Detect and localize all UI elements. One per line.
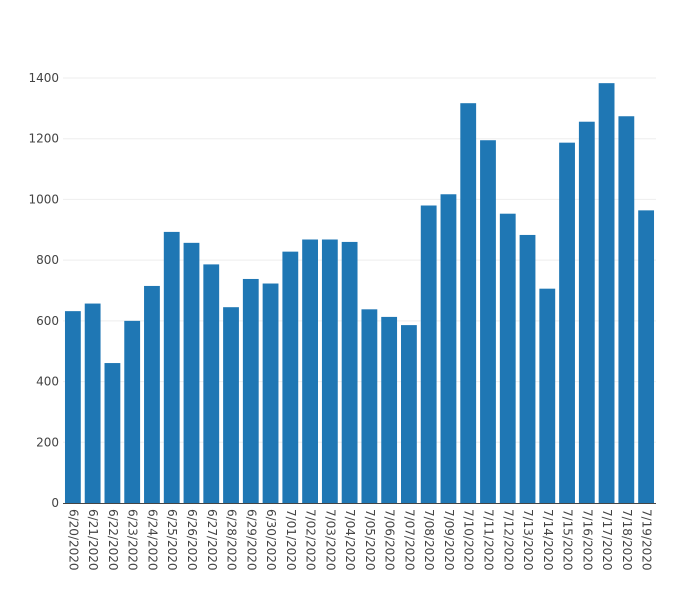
bar — [401, 325, 417, 503]
bar — [480, 140, 496, 503]
x-tick-label: 7/15/2020 — [561, 509, 575, 571]
y-tick-label: 0 — [51, 496, 59, 510]
bar — [539, 288, 556, 503]
y-tick-label: 800 — [36, 253, 59, 267]
x-tick-label: 7/11/2020 — [481, 509, 495, 571]
x-tick-label: 7/18/2020 — [620, 509, 634, 571]
bar — [460, 103, 477, 504]
gridlines — [63, 77, 656, 443]
x-tick-label: 7/16/2020 — [580, 509, 594, 571]
x-tick-label: 7/10/2020 — [462, 509, 476, 571]
y-tick-label: 1000 — [28, 192, 59, 206]
x-tick-label: 6/25/2020 — [165, 509, 179, 571]
bar — [223, 307, 239, 503]
bar — [440, 194, 457, 503]
x-tick-label: 6/24/2020 — [145, 509, 159, 571]
bar — [559, 142, 575, 504]
bar — [203, 264, 220, 503]
bar — [499, 213, 516, 504]
x-tick-label: 6/26/2020 — [185, 509, 199, 571]
x-tick-label: 7/13/2020 — [521, 509, 535, 571]
bar — [104, 363, 121, 503]
bars — [64, 83, 655, 504]
bar — [262, 283, 279, 503]
x-tick-label: 7/05/2020 — [363, 509, 377, 571]
y-tick-label: 600 — [36, 314, 59, 328]
bar — [124, 320, 141, 503]
x-tick-label: 6/23/2020 — [126, 509, 140, 571]
x-tick-label: 7/17/2020 — [600, 509, 614, 571]
x-tick-label: 7/07/2020 — [402, 509, 416, 571]
y-tick-labels: 0 200 400 600 800 1000 1200 1400 — [28, 71, 59, 510]
y-tick-label: 1200 — [28, 132, 59, 146]
bar — [618, 116, 635, 503]
x-tick-label: 7/03/2020 — [323, 509, 337, 571]
y-tick-label: 1400 — [28, 71, 59, 85]
x-tick-label: 7/06/2020 — [383, 509, 397, 571]
x-tick-label: 7/12/2020 — [501, 509, 515, 571]
x-tick-label: 6/27/2020 — [205, 509, 219, 571]
bar — [361, 309, 378, 503]
bar — [341, 241, 358, 503]
x-tick-label: 7/01/2020 — [284, 509, 298, 571]
bar — [302, 239, 318, 503]
x-tick-label: 7/09/2020 — [442, 509, 456, 571]
x-tick-label: 6/28/2020 — [225, 509, 239, 571]
bar — [578, 121, 595, 503]
x-tick-label: 6/29/2020 — [244, 509, 258, 571]
bar — [242, 278, 259, 503]
bar — [282, 251, 299, 503]
x-tick-label: 7/14/2020 — [541, 509, 555, 571]
bar — [381, 316, 398, 503]
bar — [84, 303, 101, 503]
x-tick-label: 6/30/2020 — [264, 509, 278, 571]
bar — [64, 311, 81, 503]
x-tick-label: 6/21/2020 — [86, 509, 100, 571]
x-tick-labels: 6/20/2020 6/21/2020 6/22/2020 6/23/2020 6/24… — [66, 509, 653, 571]
y-tick-label: 200 — [36, 435, 59, 449]
bar — [183, 242, 200, 503]
y-tick-label: 400 — [36, 375, 59, 389]
x-tick-label: 7/19/2020 — [640, 509, 654, 571]
bar — [420, 205, 437, 503]
bar — [144, 285, 160, 503]
x-tick-label: 7/04/2020 — [343, 509, 357, 571]
x-tick-label: 7/02/2020 — [304, 509, 318, 571]
bar — [163, 231, 180, 504]
bar — [638, 210, 655, 503]
bar — [321, 239, 338, 503]
bar — [519, 234, 536, 504]
x-tick-label: 6/20/2020 — [66, 509, 80, 571]
x-tick-label: 7/08/2020 — [422, 509, 436, 571]
bar — [598, 83, 615, 504]
x-tick-label: 6/22/2020 — [106, 509, 120, 571]
